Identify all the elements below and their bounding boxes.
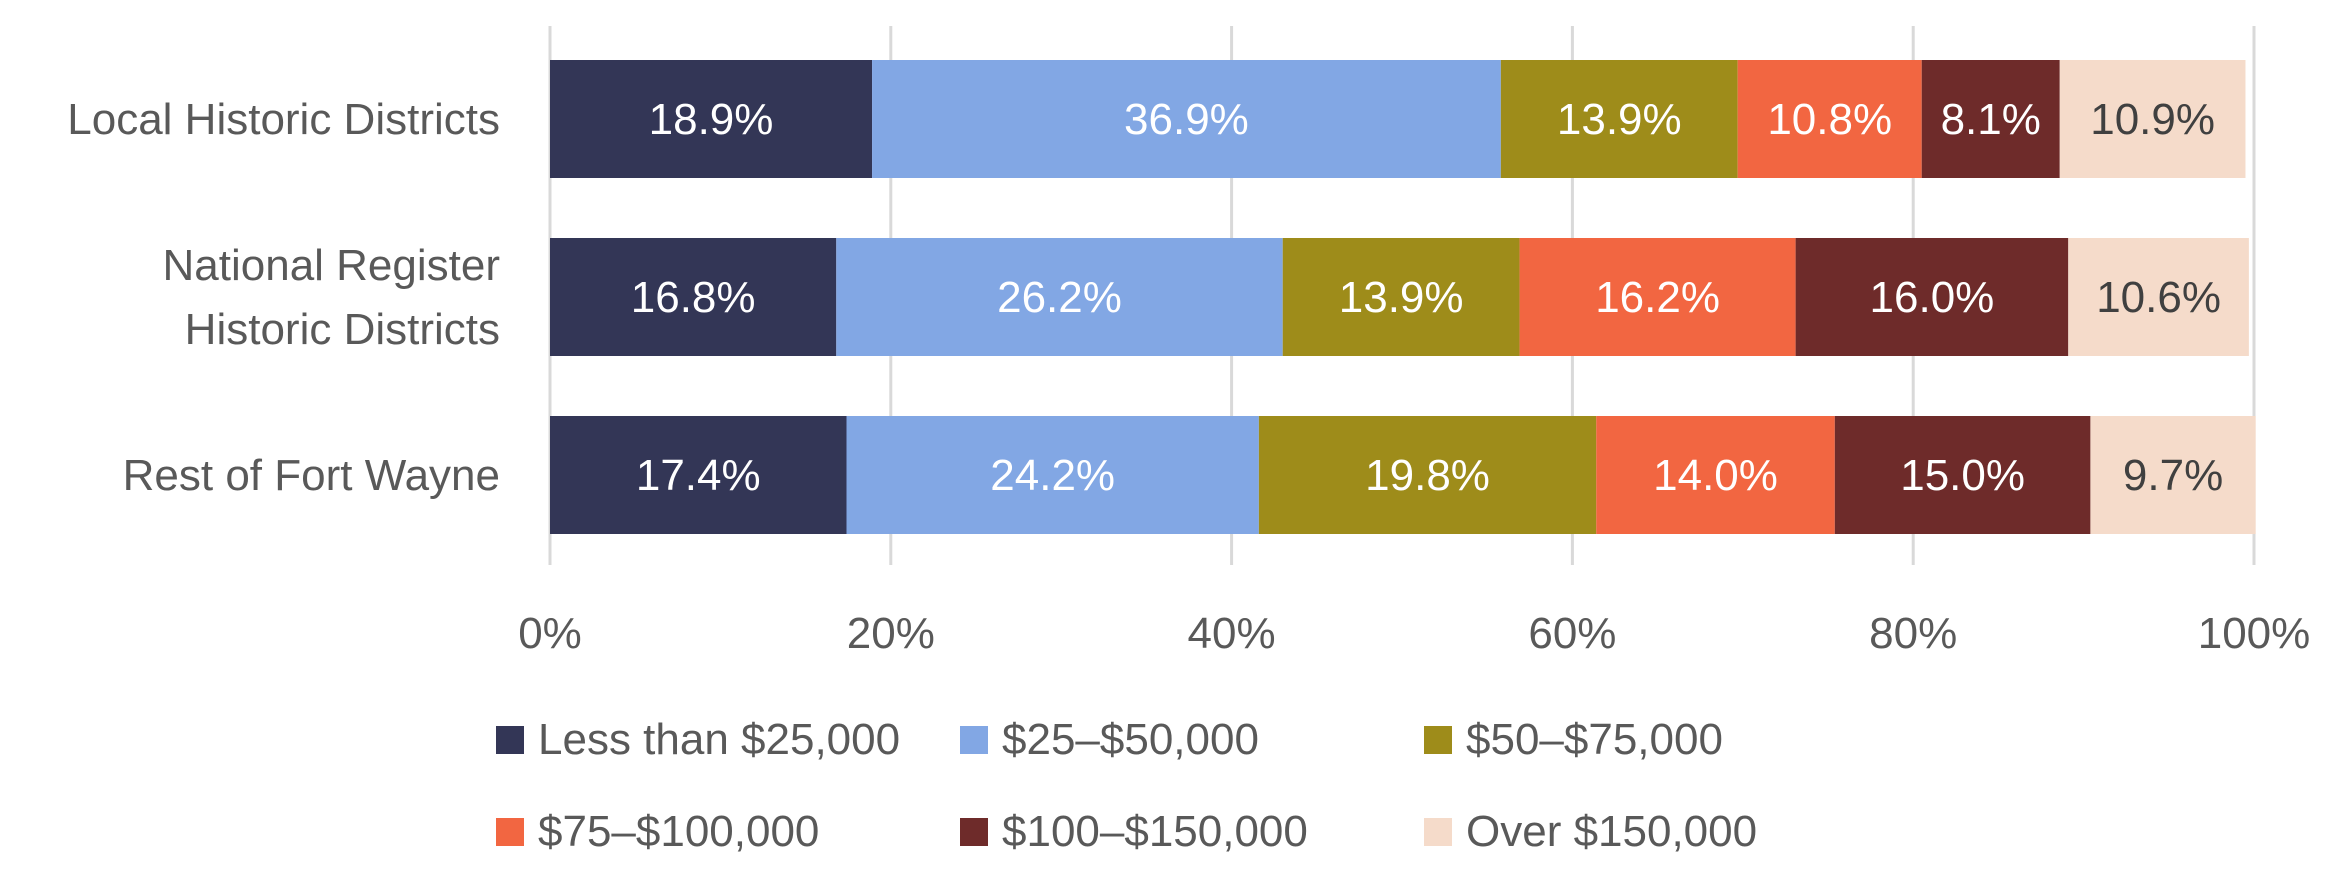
bar-segment: [1282, 238, 1520, 356]
x-tick-label: 60%: [1528, 609, 1616, 658]
bar-segment: [846, 416, 1259, 534]
x-tick-label: 20%: [847, 609, 935, 658]
data-label: 16.8%: [631, 273, 756, 322]
bar-segment: [1737, 60, 1922, 178]
bar-segment: [550, 238, 837, 356]
category-label: Historic Districts: [185, 305, 500, 354]
data-label: 8.1%: [1941, 95, 2041, 144]
category-label: Local Historic Districts: [67, 95, 500, 144]
legend-label: $50–$75,000: [1466, 715, 1723, 764]
data-label: 26.2%: [997, 273, 1122, 322]
x-tick-label: 100%: [2198, 609, 2311, 658]
data-label: 36.9%: [1124, 95, 1249, 144]
legend-label: $100–$150,000: [1002, 807, 1308, 856]
legend-swatch: [960, 818, 988, 846]
legend-label: Over $150,000: [1466, 807, 1757, 856]
x-tick-label: 0%: [518, 609, 582, 658]
legend-swatch: [496, 726, 524, 754]
legend-label: $75–$100,000: [538, 807, 819, 856]
data-label: 17.4%: [636, 451, 761, 500]
bar-segment: [1921, 60, 2060, 178]
bar-segment: [2068, 238, 2249, 356]
data-label: 10.9%: [2090, 95, 2215, 144]
x-tick-label: 40%: [1188, 609, 1276, 658]
data-label: 19.8%: [1365, 451, 1490, 500]
value-axis: 0% 20% 40% 60% 80% 100%: [518, 609, 2310, 658]
legend-swatch: [1424, 726, 1452, 754]
bar-segment: [1596, 416, 1835, 534]
data-label: 18.9%: [649, 95, 774, 144]
data-label: 10.6%: [2096, 273, 2221, 322]
data-label: 24.2%: [990, 451, 1115, 500]
plot-area: 18.9% 36.9% 13.9% 10.8% 8.1% 10.9% 16.8% 26.2% 1…: [550, 60, 2256, 534]
data-label: 16.0%: [1870, 273, 1995, 322]
category-label: National Register: [163, 241, 501, 290]
data-label: 9.7%: [2123, 451, 2223, 500]
bar-segment: [2059, 60, 2246, 178]
category-axis: Local Historic Districts National Registe…: [67, 95, 500, 500]
legend: Less than $25,000 $25–$50,000 $50–$75,000 $…: [496, 715, 1757, 856]
category-label: Rest of Fort Wayne: [123, 451, 500, 500]
bar-segment: [2090, 416, 2256, 534]
data-label: 13.9%: [1557, 95, 1682, 144]
data-label: 14.0%: [1653, 451, 1778, 500]
data-label: 15.0%: [1900, 451, 2025, 500]
bar-segment: [1519, 238, 1796, 356]
x-tick-label: 80%: [1869, 609, 1957, 658]
legend-label: Less than $25,000: [538, 715, 900, 764]
bar-segment: [550, 60, 873, 178]
bar-segment: [1834, 416, 2091, 534]
legend-swatch: [960, 726, 988, 754]
bar-segment: [872, 60, 1501, 178]
bar-segment: [550, 416, 847, 534]
legend-label: $25–$50,000: [1002, 715, 1259, 764]
data-label: 16.2%: [1595, 273, 1720, 322]
bar-segment: [836, 238, 1283, 356]
bar-segment: [1500, 60, 1738, 178]
bar-segment: [1258, 416, 1597, 534]
data-label: 10.8%: [1767, 95, 1892, 144]
legend-swatch: [1424, 818, 1452, 846]
data-label: 13.9%: [1339, 273, 1464, 322]
legend-swatch: [496, 818, 524, 846]
bar-segment: [1795, 238, 2069, 356]
